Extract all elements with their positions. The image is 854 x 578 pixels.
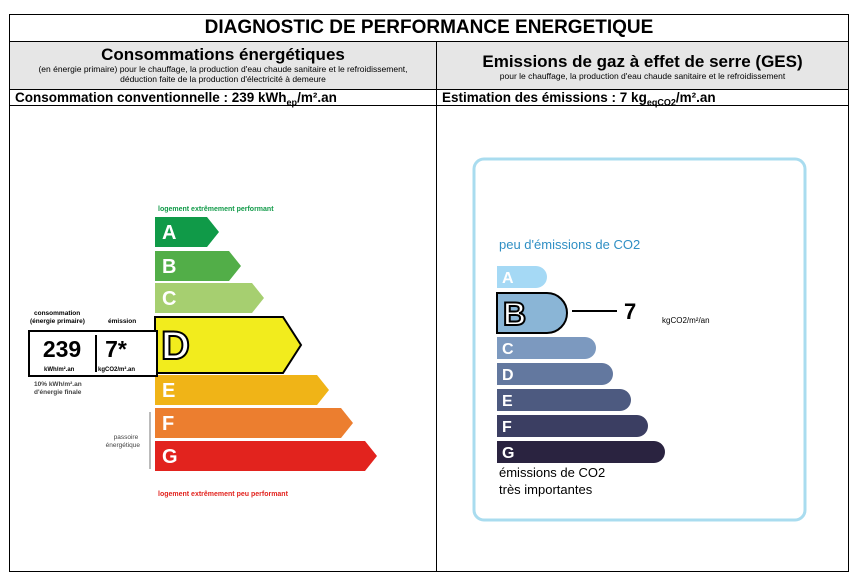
ges-bottom-label-2: très importantes [499, 482, 593, 497]
ges-class-g-bar [497, 441, 665, 463]
ges-class-e-letter: E [502, 393, 513, 410]
box-emission-unit: kgCO2/m².an [98, 366, 135, 373]
ges-class-a-bar [497, 266, 547, 288]
estimation-line: Estimation des émissions : 7 kgeqCO2/m².… [437, 90, 848, 108]
energy-class-b-bar [155, 251, 241, 281]
indicator-box [28, 330, 158, 377]
energy-header: Consommations énergétiques (en énergie p… [10, 42, 436, 90]
energy-class-d-letter: D [161, 324, 190, 368]
ges-class-c-letter: C [502, 341, 514, 358]
ges-value: 7 [624, 299, 636, 324]
ges-class-f-letter: F [502, 419, 512, 436]
energy-class-f-bar [155, 408, 353, 438]
ges-class-g-letter: G [502, 445, 514, 462]
ges-class-c-bar [497, 337, 596, 359]
ges-class-d-letter: D [502, 367, 514, 384]
energy-column: Consommations énergétiques (en énergie p… [10, 42, 437, 571]
ges-bottom-label-1: émissions de CO2 [499, 465, 605, 480]
box-emission-value: 7* [105, 336, 127, 362]
consumption-label: Consommation conventionnelle : 239 kWh [15, 90, 287, 105]
ges-value-unit: kgCO2/m²/an [662, 316, 710, 325]
consumption-unit: /m².an [297, 90, 337, 105]
ges-class-a-letter: A [502, 270, 514, 287]
footnote: 10% kWh/m².an d'énergie finale [34, 381, 84, 396]
passoire-label: passoire énergétique [106, 434, 141, 449]
energy-label-graphic: logement extrêmement performant ABCDEFG … [28, 206, 377, 498]
energy-class-a-letter: A [162, 222, 176, 244]
ges-header: Emissions de gaz à effet de serre (GES) … [437, 42, 848, 90]
ges-class-f-bar [497, 415, 648, 437]
estimation-label: Estimation des émissions : 7 kg [442, 90, 647, 105]
energy-class-g-bar [155, 441, 377, 471]
energy-class-g-letter: G [162, 446, 178, 468]
energy-class-b-letter: B [162, 256, 176, 278]
energy-top-label: logement extrêmement performant [158, 206, 274, 213]
ges-class-b-letter: B [503, 296, 526, 332]
consumption-sub: ep [286, 97, 298, 108]
ges-heading: Emissions de gaz à effet de serre (GES) [482, 52, 803, 71]
ges-column: Emissions de gaz à effet de serre (GES) … [437, 42, 848, 571]
box-label-emission: émission [108, 318, 136, 325]
energy-heading: Consommations énergétiques [101, 45, 345, 64]
energy-class-f-letter: F [162, 413, 174, 435]
document-title: DIAGNOSTIC DE PERFORMANCE ENERGETIQUE [10, 15, 848, 42]
energy-subheading: (en énergie primaire) pour le chauffage,… [38, 64, 408, 84]
consumption-line: Consommation conventionnelle : 239 kWhep… [10, 90, 436, 108]
energy-class-e-bar [155, 375, 329, 405]
energy-bottom-label: logement extrêmement peu performant [158, 491, 289, 498]
energy-class-a-bar [155, 217, 219, 247]
energy-class-e-letter: E [162, 380, 175, 402]
ges-top-label: peu d'émissions de CO2 [499, 237, 640, 252]
passoire-label-2: énergétique [106, 442, 141, 449]
box-consumption-unit: kWh/m².an [44, 366, 75, 373]
passoire-label-1: passoire [114, 434, 139, 441]
energy-class-c-bar [155, 283, 264, 313]
ges-class-e-bar [497, 389, 631, 411]
estimation-sub: eqCO2 [646, 97, 676, 108]
box-label-consumption: consommation (énergie primaire) [30, 310, 85, 325]
estimation-unit: /m².an [675, 90, 716, 105]
dpe-frame: DIAGNOSTIC DE PERFORMANCE ENERGETIQUE Co… [9, 14, 849, 572]
ges-subheading: pour le chauffage, la production d'eau c… [499, 71, 786, 81]
ges-class-d-bar [497, 363, 613, 385]
ges-class-b-bar [496, 292, 568, 334]
energy-class-c-letter: C [162, 288, 176, 310]
box-consumption-value: 239 [43, 336, 81, 362]
